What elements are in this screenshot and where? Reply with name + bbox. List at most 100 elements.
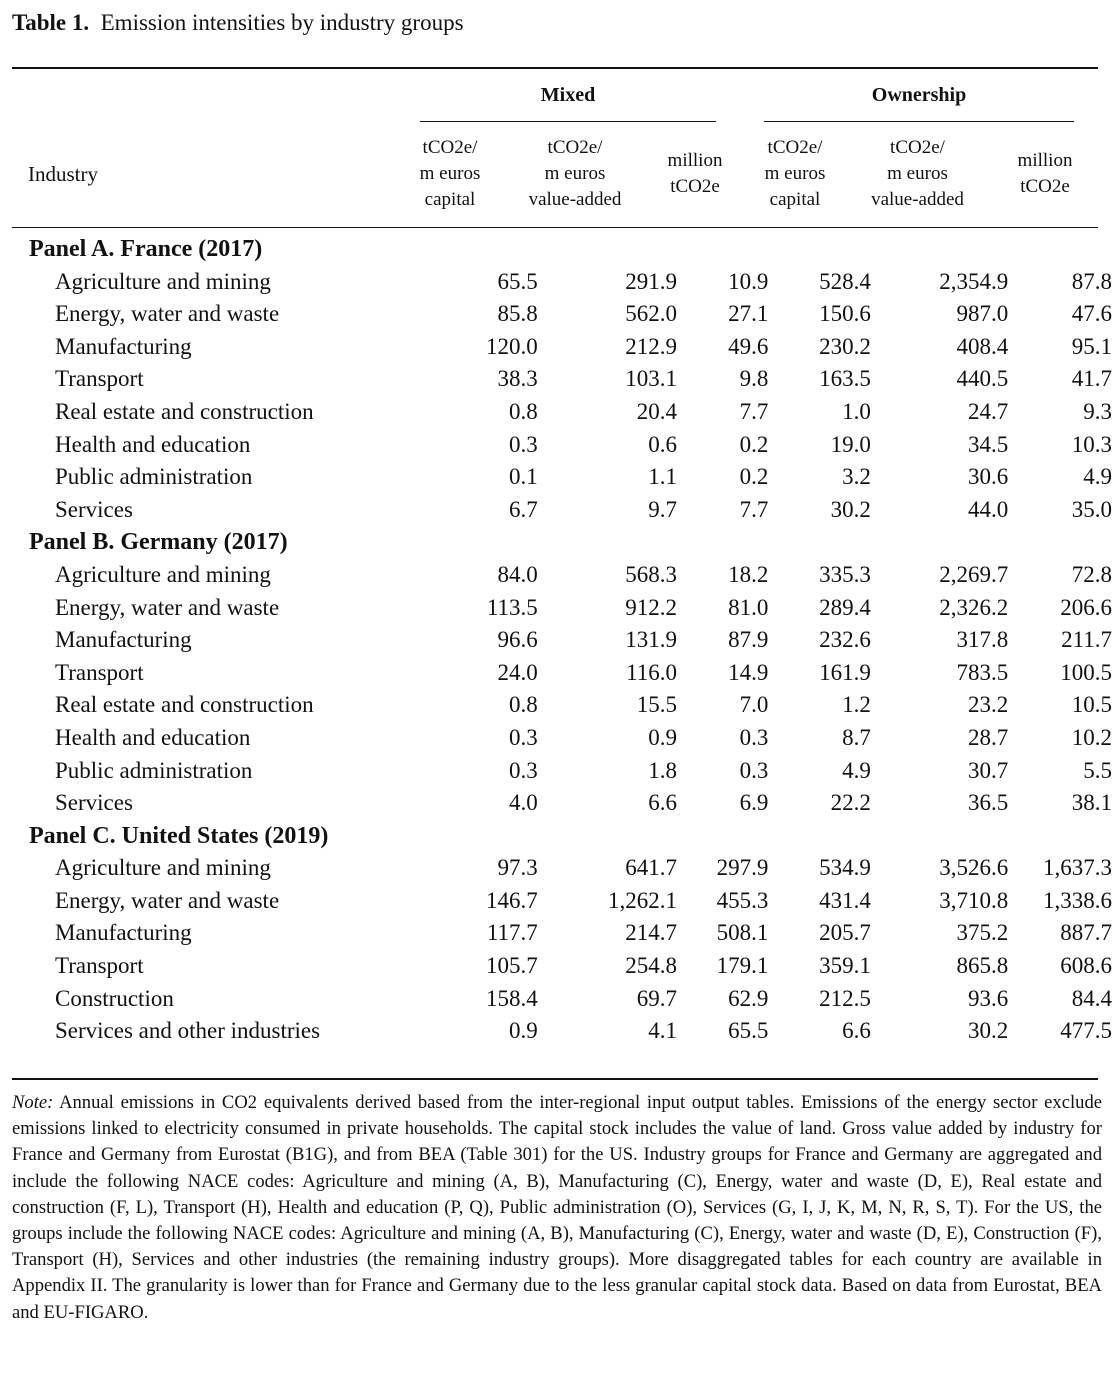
value-cell: 30.7 bbox=[968, 757, 1009, 783]
value-cell: 1,262.1 bbox=[608, 887, 678, 913]
industry-name: Health and education bbox=[55, 724, 251, 750]
panel-header-row: Panel B. Germany (2017) bbox=[12, 526, 1112, 559]
table-row: Public administration 0.3 1.8 0.3 4.9 30.7 5.5 bbox=[12, 755, 1112, 788]
column-header-line: capital bbox=[769, 189, 821, 210]
value-cell: 81.0 bbox=[728, 594, 769, 620]
value-cell: 10.9 bbox=[728, 268, 769, 294]
value-cell: 10.2 bbox=[1071, 724, 1112, 750]
value-cell: 562.0 bbox=[625, 301, 678, 327]
value-cell: 36.5 bbox=[968, 790, 1009, 816]
value-cell: 0.6 bbox=[648, 431, 678, 457]
industry-name: Real estate and construction bbox=[55, 398, 314, 424]
value-cell: 65.5 bbox=[497, 268, 538, 294]
value-cell: 254.8 bbox=[625, 953, 678, 979]
top-rule bbox=[12, 67, 1098, 69]
value-cell: 0.3 bbox=[739, 757, 769, 783]
value-cell: 30.6 bbox=[968, 464, 1009, 490]
table-title: Emission intensities by industry groups bbox=[100, 10, 464, 35]
value-cell: 87.8 bbox=[1071, 268, 1112, 294]
value-cell: 3.2 bbox=[842, 464, 871, 490]
column-header-line: tCO2e bbox=[1020, 176, 1070, 197]
value-cell: 0.8 bbox=[509, 398, 538, 424]
value-cell: 72.8 bbox=[1071, 561, 1112, 587]
table-row: Health and education 0.3 0.9 0.3 8.7 28.7 10.2 bbox=[12, 722, 1112, 755]
value-cell: 1.8 bbox=[648, 757, 678, 783]
industry-name: Services and other industries bbox=[55, 1018, 321, 1044]
bottom-rule bbox=[12, 1078, 1098, 1080]
column-header-4: tCO2e/m euros capital bbox=[745, 135, 845, 213]
value-cell: 84.4 bbox=[1071, 985, 1112, 1011]
value-cell: 8.7 bbox=[842, 724, 871, 750]
value-cell: 431.4 bbox=[819, 887, 871, 913]
value-cell: 163.5 bbox=[819, 366, 871, 392]
value-cell: 608.6 bbox=[1060, 953, 1112, 979]
table-caption: Table 1. Emission intensities by industr… bbox=[12, 10, 464, 36]
value-cell: 105.7 bbox=[486, 953, 538, 979]
value-cell: 4.9 bbox=[1083, 464, 1112, 490]
value-cell: 95.1 bbox=[1071, 333, 1112, 359]
value-cell: 0.2 bbox=[739, 431, 769, 457]
value-cell: 212.5 bbox=[819, 985, 871, 1011]
value-cell: 987.0 bbox=[956, 301, 1009, 327]
table-row: Public administration 0.1 1.1 0.2 3.2 30.6 4.9 bbox=[12, 461, 1112, 494]
value-cell: 335.3 bbox=[819, 561, 871, 587]
value-cell: 97.3 bbox=[497, 855, 538, 881]
value-cell: 1,637.3 bbox=[1043, 855, 1112, 881]
column-header-1: tCO2e/m euros capital bbox=[400, 135, 500, 213]
value-cell: 6.9 bbox=[739, 790, 769, 816]
value-cell: 232.6 bbox=[819, 627, 871, 653]
value-cell: 24.0 bbox=[497, 659, 538, 685]
value-cell: 7.7 bbox=[739, 496, 769, 522]
industry-name: Manufacturing bbox=[55, 627, 192, 653]
value-cell: 0.3 bbox=[509, 757, 538, 783]
value-cell: 887.7 bbox=[1060, 920, 1112, 946]
value-cell: 103.1 bbox=[625, 366, 678, 392]
column-header-line: million bbox=[1017, 150, 1073, 171]
table-row: Health and education 0.3 0.6 0.2 19.0 34.5 10.… bbox=[12, 429, 1112, 462]
value-cell: 100.5 bbox=[1060, 659, 1112, 685]
panel-title: Panel A. France (2017) bbox=[29, 236, 263, 262]
value-cell: 2,326.2 bbox=[939, 594, 1009, 620]
value-cell: 214.7 bbox=[625, 920, 678, 946]
table-note: Note: Annual emissions in CO2 equivalent… bbox=[12, 1090, 1102, 1326]
column-header-line: tCO2e/ bbox=[547, 137, 603, 158]
value-cell: 205.7 bbox=[819, 920, 871, 946]
industry-name: Energy, water and waste bbox=[55, 594, 280, 620]
value-cell: 291.9 bbox=[625, 268, 678, 294]
value-cell: 4.9 bbox=[842, 757, 871, 783]
value-cell: 23.2 bbox=[968, 692, 1009, 718]
value-cell: 179.1 bbox=[716, 953, 769, 979]
note-label: Note: bbox=[12, 1092, 54, 1113]
value-cell: 34.5 bbox=[968, 431, 1009, 457]
value-cell: 477.5 bbox=[1060, 1018, 1112, 1044]
value-cell: 4.1 bbox=[648, 1018, 678, 1044]
value-cell: 0.3 bbox=[739, 724, 769, 750]
value-cell: 1.0 bbox=[842, 398, 871, 424]
table-row: Manufacturing 96.6 131.9 87.9 232.6 317.8 211.… bbox=[12, 624, 1112, 657]
industry-name: Services bbox=[55, 496, 133, 522]
value-cell: 9.3 bbox=[1083, 398, 1112, 424]
column-header-line: m euros bbox=[419, 163, 481, 184]
value-cell: 3,526.6 bbox=[939, 855, 1009, 881]
value-cell: 116.0 bbox=[626, 659, 678, 685]
industry-name: Construction bbox=[55, 985, 174, 1011]
table-row: Agriculture and mining 97.3 641.7 297.9 534.… bbox=[12, 852, 1112, 885]
value-cell: 150.6 bbox=[819, 301, 871, 327]
value-cell: 0.3 bbox=[509, 431, 538, 457]
column-header-line: capital bbox=[424, 189, 476, 210]
table-row: Manufacturing 120.0 212.9 49.6 230.2 408.4 95.… bbox=[12, 331, 1112, 364]
panel-title: Panel B. Germany (2017) bbox=[29, 529, 288, 556]
value-cell: 9.7 bbox=[648, 496, 678, 522]
value-cell: 146.7 bbox=[486, 887, 538, 913]
header-rule bbox=[12, 227, 1098, 228]
table-row: Services 4.0 6.6 6.9 22.2 36.5 38.1 bbox=[12, 787, 1112, 820]
value-cell: 35.0 bbox=[1071, 496, 1112, 522]
value-cell: 20.4 bbox=[636, 398, 678, 424]
value-cell: 47.6 bbox=[1071, 301, 1112, 327]
value-cell: 317.8 bbox=[956, 627, 1009, 653]
value-cell: 1.2 bbox=[842, 692, 871, 718]
note-text: Annual emissions in CO2 equivalents deri… bbox=[12, 1092, 1102, 1323]
value-cell: 10.3 bbox=[1071, 431, 1112, 457]
value-cell: 85.8 bbox=[497, 301, 538, 327]
table-row: Real estate and construction 0.8 15.5 7.0 1.… bbox=[12, 689, 1112, 722]
